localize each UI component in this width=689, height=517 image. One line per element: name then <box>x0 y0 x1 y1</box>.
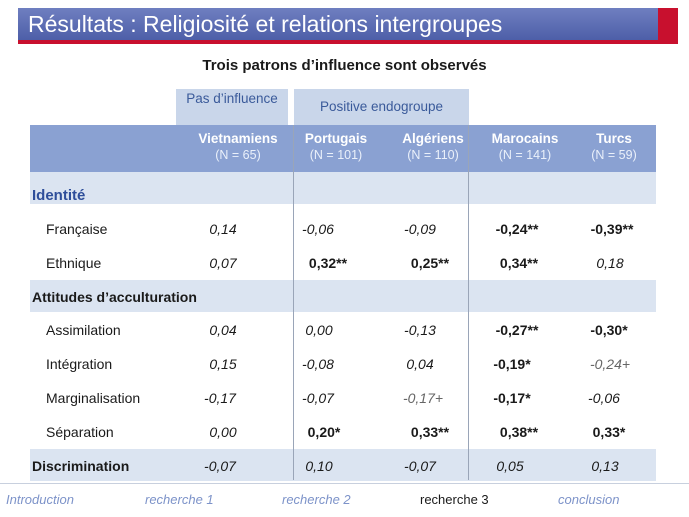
cell-francaise-vietnamiens: 0,14 <box>209 221 237 237</box>
col-count: (N = 101) <box>309 148 363 162</box>
row-label-assimilation: Assimilation <box>46 322 121 338</box>
cell-marginalisation-marocains: -0,17* <box>493 390 531 406</box>
cell-ethnique-vietnamiens: 0,07 <box>209 255 237 271</box>
title-accent-stripe <box>658 8 678 40</box>
cell-assimilation-portugais: 0,00 <box>305 322 333 338</box>
title-accent-line <box>18 40 678 44</box>
nav-link-conclusion[interactable]: conclusion <box>558 492 620 507</box>
cell-discrimination-marocains: 0,05 <box>496 458 524 474</box>
col-count: (N = 59) <box>591 148 637 162</box>
section-band-discrimination <box>30 449 656 481</box>
slide-title: Résultats : Religiosité et relations int… <box>28 11 503 37</box>
col-header-turcs: Turcs (N = 59) <box>578 131 650 162</box>
col-name: Portugais <box>304 131 368 146</box>
cell-francaise-algeriens: -0,09 <box>404 221 436 237</box>
cell-integration-marocains: -0,19* <box>493 356 531 372</box>
cell-ethnique-turcs: 0,18 <box>596 255 624 271</box>
nav-link-recherche-1[interactable]: recherche 1 <box>145 492 214 507</box>
row-label-marginalisation: Marginalisation <box>46 390 141 406</box>
section-band-acculturation <box>30 280 656 312</box>
cell-francaise-turcs: -0,39** <box>590 221 634 237</box>
column-divider <box>293 125 294 480</box>
row-label-separation: Séparation <box>46 424 114 440</box>
cell-integration-algeriens: 0,04 <box>406 356 434 372</box>
cell-integration-turcs: -0,24+ <box>589 356 631 372</box>
cell-separation-marocains: 0,38** <box>499 424 539 440</box>
section-label-acculturation: Attitudes d’acculturation <box>32 289 197 305</box>
row-label-ethnique: Ethnique <box>46 255 102 271</box>
col-name: Algériens <box>402 131 464 146</box>
cell-ethnique-portugais: 0,32** <box>308 255 348 271</box>
cell-discrimination-portugais: 0,10 <box>305 458 333 474</box>
cell-separation-portugais: 0,20* <box>307 424 341 440</box>
nav-link-recherche-3[interactable]: recherche 3 <box>420 492 489 507</box>
col-header-vietnamiens: Vietnamiens (N = 65) <box>188 131 288 162</box>
cell-assimilation-vietnamiens: 0,04 <box>209 322 237 338</box>
cell-discrimination-vietnamiens: -0,07 <box>204 458 236 474</box>
group-positive-endogroup: Positive endogroupe <box>294 89 469 125</box>
cell-separation-turcs: 0,33* <box>592 424 626 440</box>
cell-marginalisation-portugais: -0,07 <box>302 390 334 406</box>
cell-separation-vietnamiens: 0,00 <box>209 424 237 440</box>
footer-divider <box>0 483 689 484</box>
nav-link-recherche-2[interactable]: recherche 2 <box>282 492 351 507</box>
cell-ethnique-algeriens: 0,25** <box>410 255 450 271</box>
col-name: Turcs <box>596 131 632 146</box>
column-divider <box>468 125 469 480</box>
row-label-integration: Intégration <box>46 356 113 372</box>
cell-integration-vietnamiens: 0,15 <box>209 356 237 372</box>
cell-discrimination-algeriens: -0,07 <box>404 458 436 474</box>
table-header <box>30 125 656 172</box>
col-name: Vietnamiens <box>198 131 278 146</box>
section-label-identite: Identité <box>32 187 86 204</box>
col-header-algeriens: Algériens (N = 110) <box>393 131 473 162</box>
title-bar: Résultats : Religiosité et relations int… <box>18 8 678 44</box>
row-label-francaise: Française <box>46 221 108 237</box>
slide-subtitle: Trois patrons d’influence sont observés <box>202 57 487 74</box>
col-header-marocains: Marocains (N = 141) <box>478 131 572 162</box>
group-no-influence: Pas d’influence <box>176 89 288 127</box>
cell-assimilation-turcs: -0,30* <box>590 322 628 338</box>
section-label-discrimination: Discrimination <box>32 458 130 474</box>
cell-francaise-portugais: -0,06 <box>302 221 334 237</box>
col-name: Marocains <box>491 131 559 146</box>
col-count: (N = 65) <box>215 148 261 162</box>
cell-marginalisation-vietnamiens: -0,17 <box>204 390 236 406</box>
cell-marginalisation-algeriens: -0,17+ <box>402 390 444 406</box>
col-count: (N = 110) <box>407 148 459 162</box>
cell-marginalisation-turcs: -0,06 <box>588 390 620 406</box>
cell-assimilation-marocains: -0,27** <box>495 322 539 338</box>
col-header-portugais: Portugais (N = 101) <box>296 131 376 162</box>
cell-separation-algeriens: 0,33** <box>410 424 450 440</box>
cell-francaise-marocains: -0,24** <box>495 221 539 237</box>
cell-discrimination-turcs: 0,13 <box>591 458 619 474</box>
col-count: (N = 141) <box>498 148 552 162</box>
section-band-identite <box>30 172 656 204</box>
cell-ethnique-marocains: 0,34** <box>499 255 539 271</box>
cell-assimilation-algeriens: -0,13 <box>404 322 436 338</box>
nav-link-introduction[interactable]: Introduction <box>6 492 74 507</box>
cell-integration-portugais: -0,08 <box>302 356 334 372</box>
